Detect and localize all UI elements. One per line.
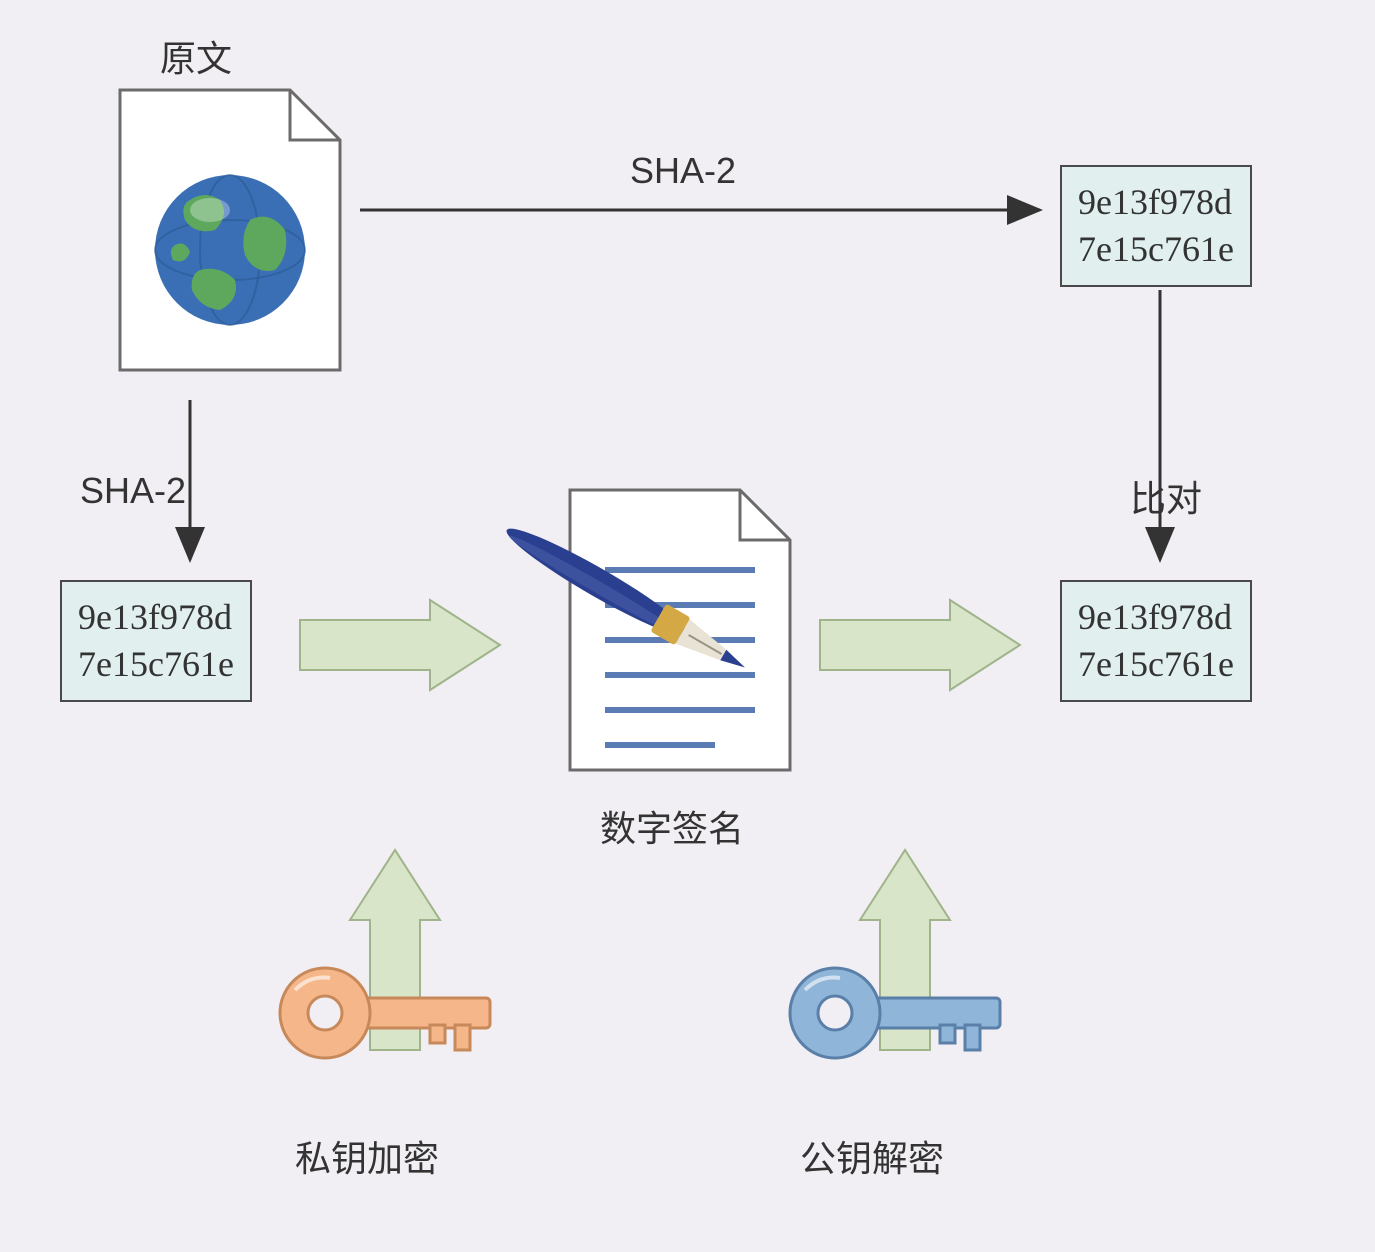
hash-box-left: 9e13f978d 7e15c761e <box>60 580 252 702</box>
digital-signature-diagram: 原文 SHA-2 SHA-2 比对 数字签名 私钥加密 公钥解密 9e13f97… <box>0 0 1375 1252</box>
label-public-key: 公钥解密 <box>800 1130 944 1182</box>
hash-box-top-right: 9e13f978d 7e15c761e <box>1060 165 1252 287</box>
public-key-icon <box>790 968 1000 1058</box>
hash-line: 9e13f978d <box>78 594 234 641</box>
hash-line: 7e15c761e <box>1078 641 1234 688</box>
document-signature-icon <box>499 490 790 770</box>
hash-line: 9e13f978d <box>1078 179 1234 226</box>
label-compare: 比对 <box>1130 470 1202 522</box>
hash-line: 7e15c761e <box>78 641 234 688</box>
label-signature: 数字签名 <box>600 800 744 852</box>
label-sha2-top: SHA-2 <box>630 150 736 192</box>
block-arrow-icon <box>300 600 500 690</box>
label-original: 原文 <box>160 30 232 82</box>
block-arrow-icon <box>350 850 440 1050</box>
private-key-icon <box>280 968 490 1058</box>
block-arrow-icon <box>860 850 950 1050</box>
hash-box-bottom-right: 9e13f978d 7e15c761e <box>1060 580 1252 702</box>
hash-line: 9e13f978d <box>1078 594 1234 641</box>
hash-line: 7e15c761e <box>1078 226 1234 273</box>
block-arrow-icon <box>820 600 1020 690</box>
label-sha2-left: SHA-2 <box>80 470 186 512</box>
document-original-icon <box>120 90 340 370</box>
label-private-key: 私钥加密 <box>295 1130 439 1182</box>
